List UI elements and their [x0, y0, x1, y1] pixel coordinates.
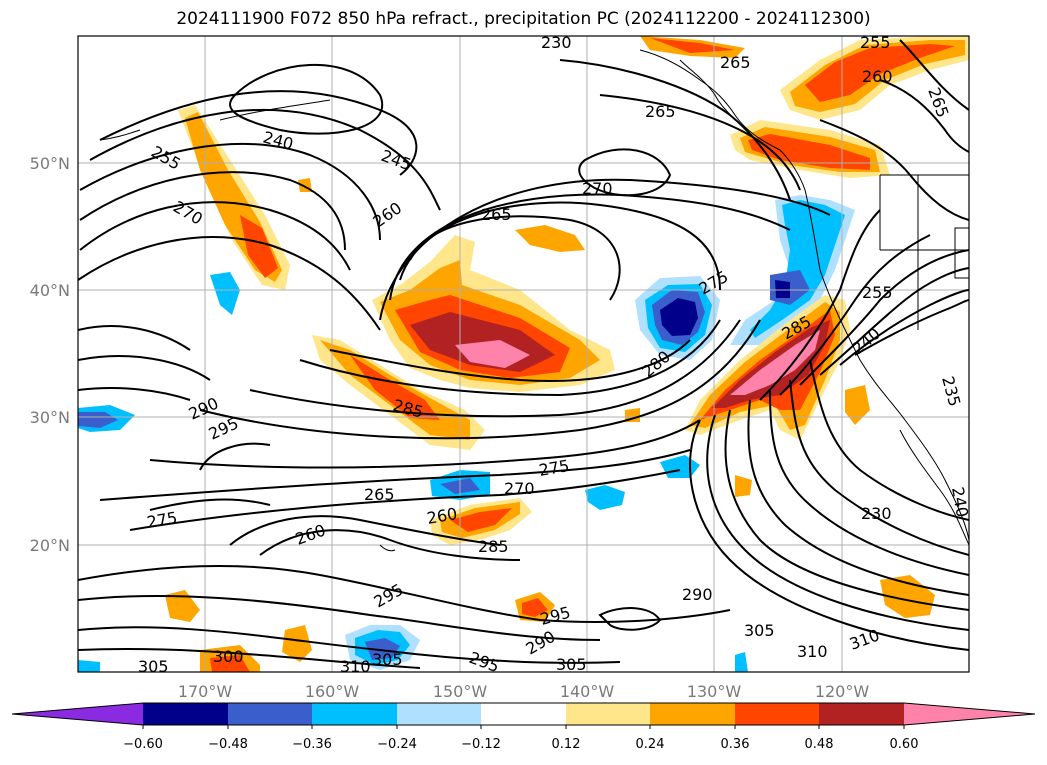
lon-label: 120°W: [815, 682, 870, 701]
contour-label: 260: [862, 67, 893, 86]
lon-label: 150°W: [433, 682, 488, 701]
colorbar-tick: −0.48: [208, 737, 248, 752]
lat-label: 20°N: [30, 536, 70, 555]
map-panel: 230 255 265 260 265 265 240 245 270 255 …: [78, 33, 972, 676]
contour-label: 305: [556, 655, 587, 674]
contour-label: 255: [862, 283, 893, 302]
contour-label: 300: [213, 647, 244, 666]
contour-label: 230: [861, 504, 892, 523]
refractivity-contours: [78, 39, 969, 669]
lon-label: 130°W: [687, 682, 742, 701]
contour-label: 310: [340, 657, 371, 676]
contour-label: 305: [138, 657, 169, 676]
colorbar-tick: −0.24: [377, 737, 417, 752]
contour-label: 285: [478, 537, 509, 556]
colorbar-tick: 0.12: [552, 737, 581, 752]
contour-label: 310: [797, 642, 828, 661]
colorbar-tick: 0.36: [721, 737, 750, 752]
contour-label: 255: [860, 33, 891, 52]
colorbar-segment: [143, 703, 228, 725]
colorbar: −0.60 −0.48 −0.36 −0.24 −0.12 0.12 0.24 …: [11, 702, 1036, 752]
colorbar-segment: [312, 703, 397, 725]
map-frame: [77, 35, 970, 673]
lat-label: 50°N: [30, 154, 70, 173]
lon-label: 170°W: [178, 682, 233, 701]
contour-label: 265: [720, 53, 751, 72]
lon-label: 160°W: [305, 682, 360, 701]
map-title: 2024111900 F072 850 hPa refract., precip…: [176, 9, 871, 29]
contour-label: 265: [645, 102, 676, 121]
colorbar-tick: −0.12: [461, 737, 501, 752]
contour-label: 270: [504, 479, 535, 498]
colorbar-tick: 0.24: [636, 737, 665, 752]
colorbar-segment: [735, 703, 819, 725]
lat-label: 30°N: [30, 408, 70, 427]
colorbar-tick: −0.60: [123, 737, 163, 752]
colorbar-segment: [819, 703, 904, 725]
contour-label: 290: [682, 585, 713, 604]
lon-label: 140°W: [560, 682, 615, 701]
contour-label: 305: [372, 650, 403, 669]
colorbar-segment: [650, 703, 735, 725]
lon-axis: 170°W 160°W 150°W 140°W 130°W 120°W: [178, 682, 870, 701]
colorbar-segment: [566, 703, 650, 725]
colorbar-extend-low: [12, 703, 143, 725]
contour-label: 270: [582, 179, 613, 198]
colorbar-tick: 0.48: [805, 737, 834, 752]
contour-label: 305: [744, 621, 775, 640]
colorbar-segment: [481, 703, 566, 725]
colorbar-extend-high: [904, 703, 1035, 725]
contour-label: 230: [541, 33, 572, 52]
colorbar-tick: −0.36: [292, 737, 332, 752]
colorbar-segment: [228, 703, 312, 725]
lat-label: 40°N: [30, 281, 70, 300]
coastlines: [99, 49, 969, 552]
contour-label: 265: [481, 205, 512, 224]
colorbar-segment: [397, 703, 481, 725]
contour-label: 240: [948, 485, 972, 518]
colorbar-tick: 0.60: [890, 737, 919, 752]
contour-label: 265: [364, 485, 395, 504]
lat-axis: 50°N 40°N 30°N 20°N: [30, 154, 70, 555]
